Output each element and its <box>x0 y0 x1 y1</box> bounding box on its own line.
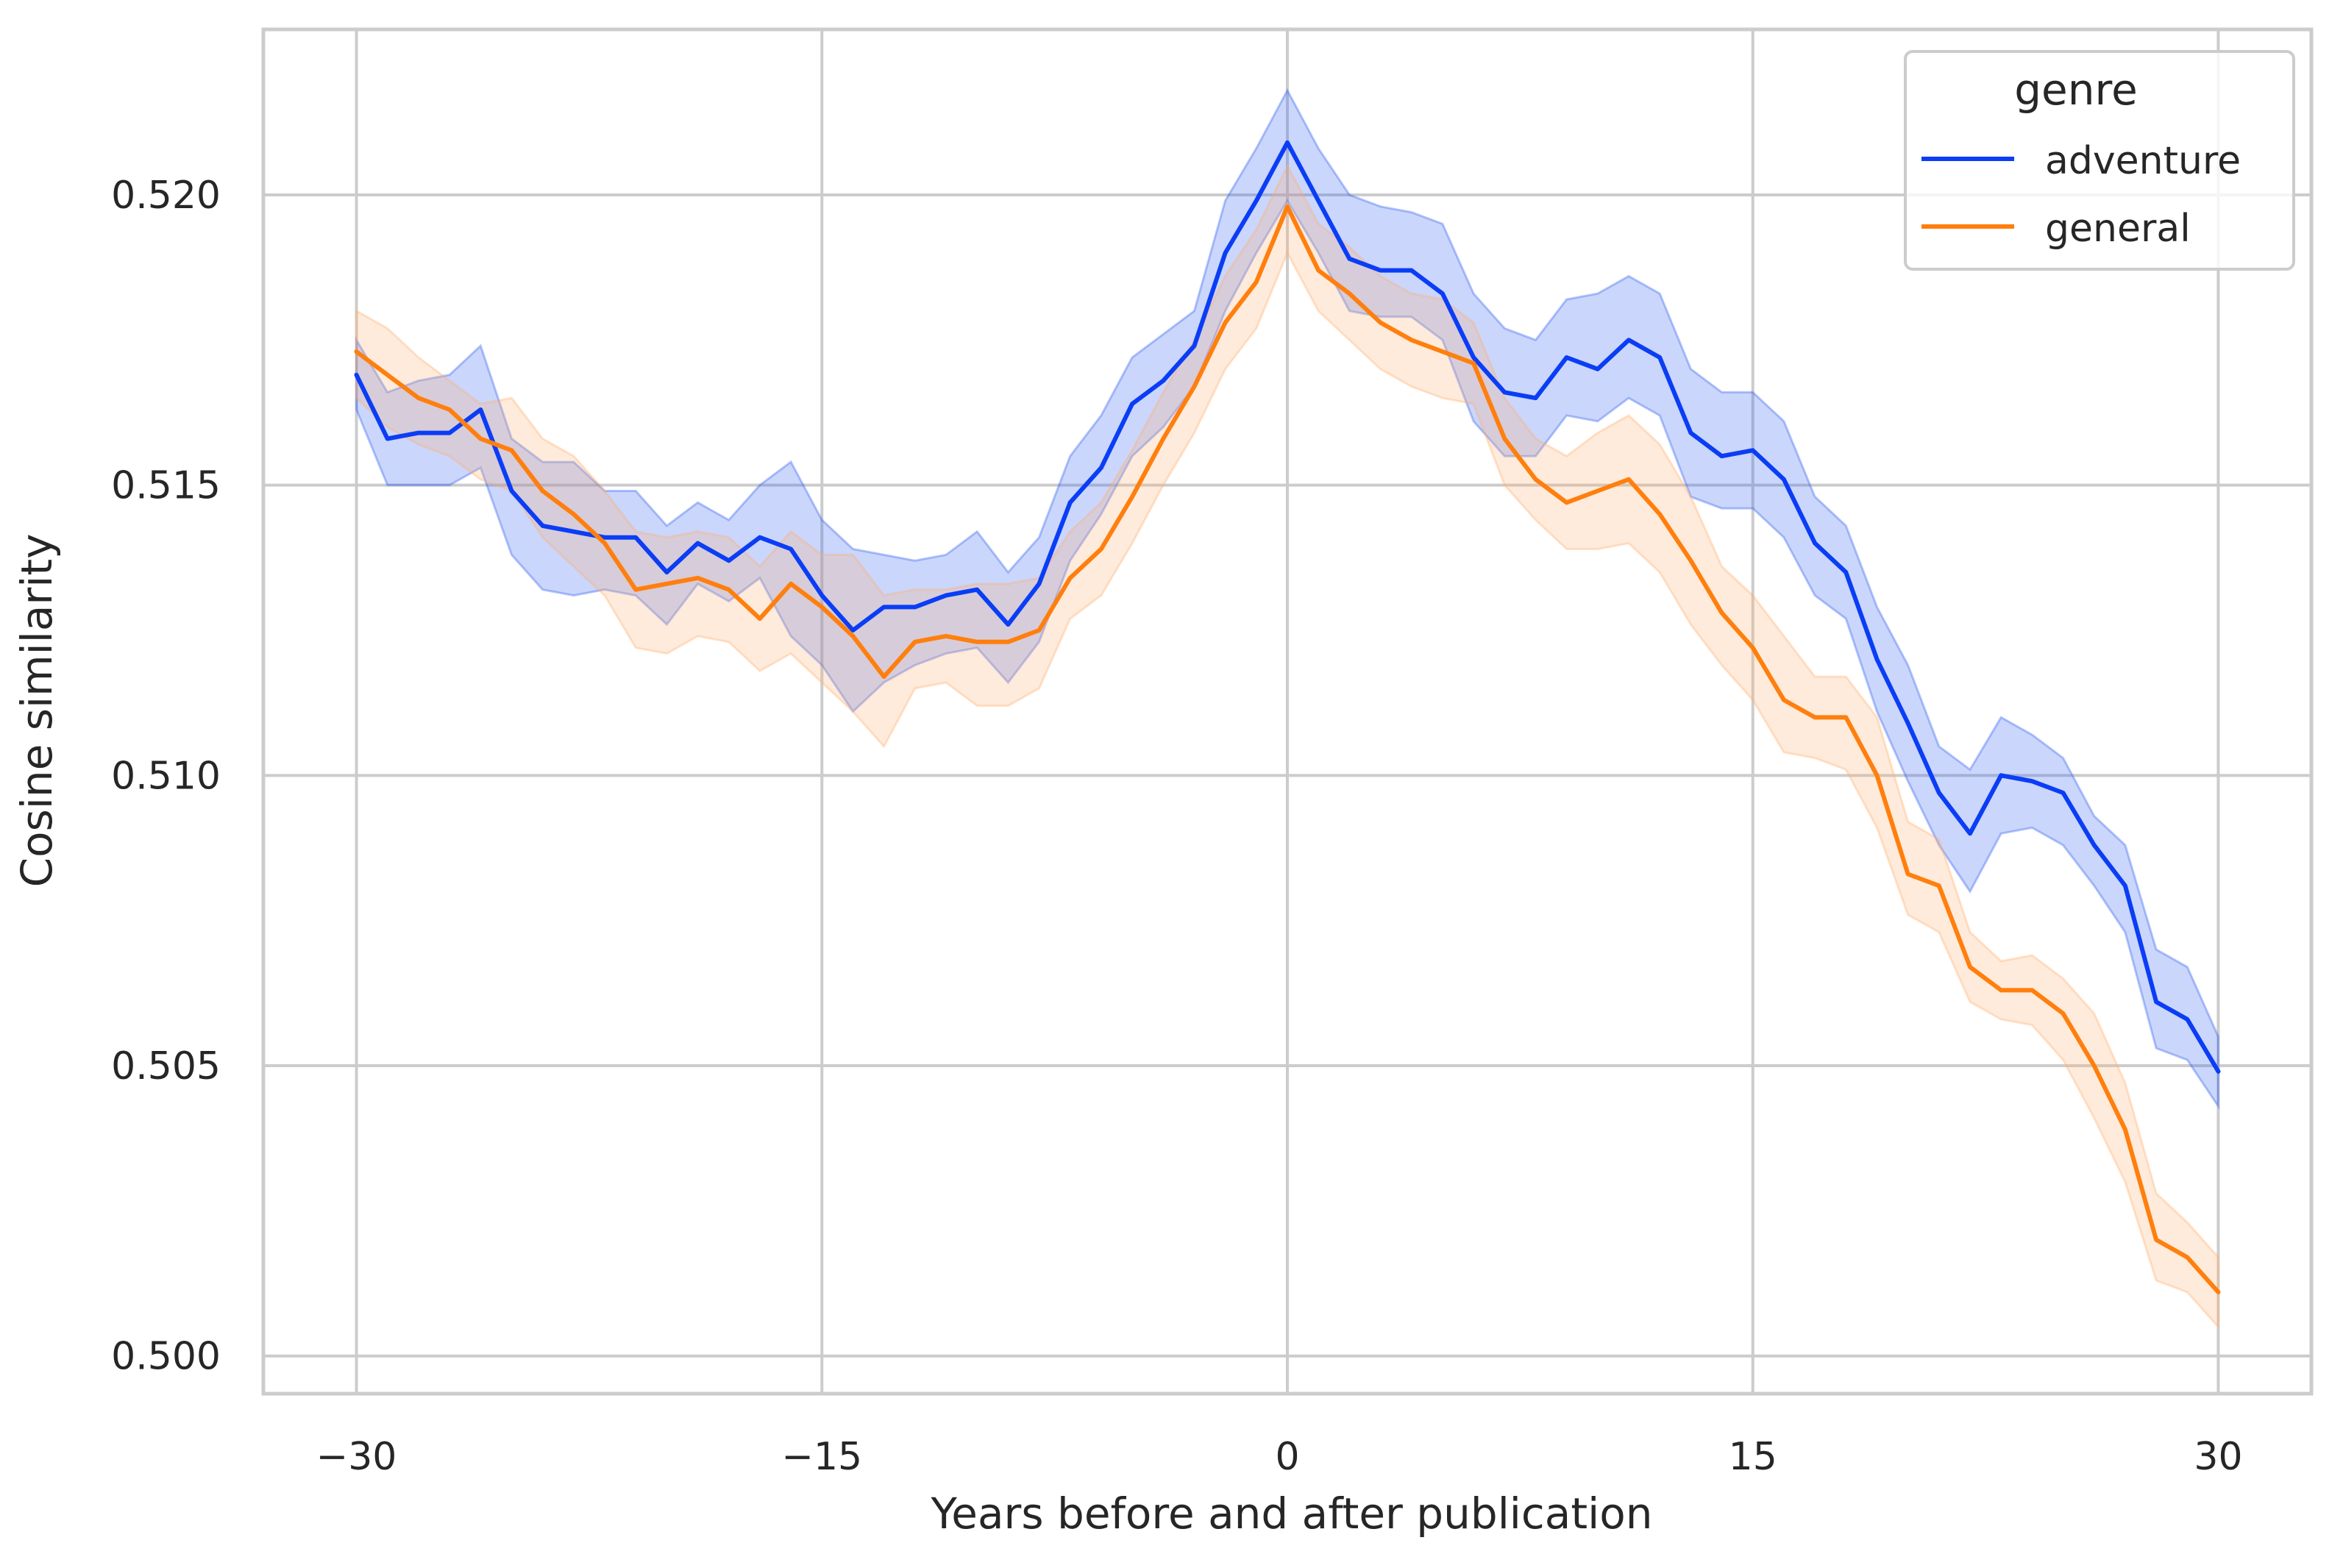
confidence-band-adventure <box>355 88 2219 1111</box>
confidence-band-general <box>355 163 2219 1330</box>
series-line-adventure <box>354 140 2221 1074</box>
legend-label-adventure: adventure <box>2045 139 2241 183</box>
y-tick-label: 0.510 <box>111 754 221 798</box>
y-axis-label: Cosine similarity <box>12 534 62 888</box>
tick-label-layer: −30 −15 0 15 30 0.500 0.505 0.510 0.515 0.520 <box>111 174 2242 1479</box>
series-line-layer <box>354 140 2221 1294</box>
x-tick-label: −30 <box>316 1435 397 1479</box>
legend-title: genre <box>2014 65 2138 115</box>
plot-frame <box>261 27 2314 1396</box>
confidence-band-layer <box>355 88 2219 1330</box>
series-line-general <box>354 204 2221 1294</box>
y-tick-label: 0.515 <box>111 464 221 508</box>
x-tick-label: 15 <box>1729 1435 1777 1479</box>
x-tick-label: 30 <box>2194 1435 2242 1479</box>
legend-frame <box>1904 50 2295 271</box>
y-tick-label: 0.520 <box>111 174 221 218</box>
legend: genre adventure general <box>1904 50 2295 271</box>
x-axis-label: Years before and after publication <box>931 1489 1653 1539</box>
x-tick-label: 0 <box>1275 1435 1299 1479</box>
legend-label-general: general <box>2045 207 2191 251</box>
y-tick-label: 0.505 <box>111 1044 221 1088</box>
x-tick-label: −15 <box>781 1435 862 1479</box>
y-tick-label: 0.500 <box>111 1335 221 1379</box>
